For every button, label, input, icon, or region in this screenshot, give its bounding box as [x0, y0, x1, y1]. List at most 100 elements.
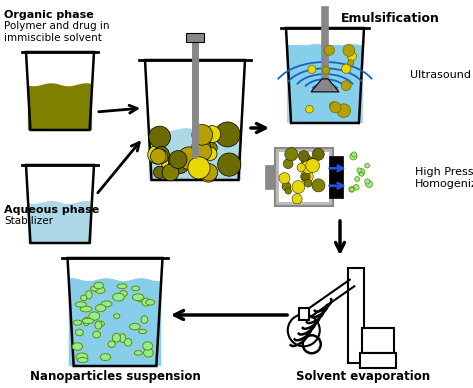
Circle shape [162, 164, 179, 181]
Circle shape [353, 184, 359, 190]
Circle shape [216, 128, 229, 142]
Circle shape [192, 137, 210, 156]
Text: Aqueous phase: Aqueous phase [4, 205, 99, 215]
Bar [329, 156, 342, 198]
Polygon shape [68, 258, 163, 366]
Ellipse shape [95, 321, 102, 329]
Circle shape [285, 188, 291, 194]
Polygon shape [287, 43, 363, 123]
Circle shape [162, 156, 176, 171]
Text: High Pressure
Homogenization: High Pressure Homogenization [415, 167, 473, 189]
Ellipse shape [89, 312, 100, 320]
Polygon shape [26, 52, 94, 130]
Bar [360, 353, 396, 368]
Ellipse shape [96, 305, 106, 312]
Text: Emulsification: Emulsification [341, 12, 439, 25]
Circle shape [150, 149, 166, 164]
Circle shape [365, 163, 369, 168]
Circle shape [169, 151, 187, 168]
Circle shape [301, 160, 315, 174]
Circle shape [153, 166, 166, 178]
Ellipse shape [72, 343, 83, 350]
Bar [265, 165, 275, 189]
Circle shape [350, 153, 357, 160]
Circle shape [347, 52, 357, 61]
Ellipse shape [141, 316, 148, 324]
Ellipse shape [137, 297, 144, 302]
Ellipse shape [134, 351, 142, 355]
Text: Solvent evaporation: Solvent evaporation [296, 370, 430, 383]
Ellipse shape [86, 291, 92, 299]
Circle shape [304, 180, 312, 187]
Ellipse shape [131, 286, 140, 291]
Polygon shape [28, 83, 92, 130]
Circle shape [192, 125, 212, 145]
Circle shape [283, 159, 293, 169]
Circle shape [153, 133, 165, 145]
Circle shape [351, 152, 357, 157]
Text: Nanoparticles suspension: Nanoparticles suspension [30, 370, 201, 383]
Circle shape [308, 66, 316, 73]
Text: Organic phase: Organic phase [4, 10, 94, 20]
Ellipse shape [96, 321, 105, 326]
Bar [186, 33, 204, 42]
Bar [275, 148, 333, 206]
Circle shape [282, 182, 291, 191]
Circle shape [341, 81, 351, 91]
Circle shape [348, 60, 354, 66]
Ellipse shape [73, 320, 82, 325]
Ellipse shape [80, 295, 87, 301]
Ellipse shape [113, 293, 124, 301]
Circle shape [366, 180, 373, 188]
Text: Stabilizer: Stabilizer [4, 216, 53, 226]
Ellipse shape [83, 317, 89, 326]
Bar [348, 268, 364, 363]
Circle shape [312, 148, 324, 160]
Circle shape [207, 142, 217, 153]
Circle shape [355, 177, 359, 182]
Circle shape [168, 152, 190, 174]
Circle shape [337, 104, 350, 118]
Ellipse shape [112, 333, 121, 342]
Ellipse shape [101, 301, 112, 307]
Ellipse shape [130, 323, 140, 330]
Circle shape [330, 102, 341, 113]
Ellipse shape [82, 319, 94, 324]
Ellipse shape [76, 329, 83, 336]
Circle shape [312, 179, 325, 192]
Ellipse shape [117, 284, 127, 289]
Circle shape [148, 145, 166, 164]
Text: Ultrasound: Ultrasound [410, 70, 471, 80]
Circle shape [324, 45, 334, 55]
Circle shape [218, 153, 241, 176]
Circle shape [365, 179, 370, 184]
Polygon shape [26, 165, 94, 243]
Circle shape [301, 172, 310, 181]
Ellipse shape [120, 334, 126, 343]
Polygon shape [311, 79, 339, 92]
Circle shape [153, 146, 169, 163]
Ellipse shape [132, 294, 144, 301]
Circle shape [188, 157, 210, 179]
Polygon shape [145, 60, 245, 180]
Ellipse shape [80, 306, 92, 312]
Ellipse shape [114, 314, 120, 319]
Ellipse shape [146, 300, 155, 305]
Polygon shape [69, 278, 161, 366]
Ellipse shape [143, 342, 153, 350]
Circle shape [329, 102, 337, 110]
Polygon shape [286, 28, 364, 123]
Ellipse shape [78, 357, 88, 362]
Circle shape [279, 173, 290, 184]
Polygon shape [149, 128, 241, 180]
Ellipse shape [124, 338, 132, 346]
Circle shape [201, 164, 218, 181]
Circle shape [342, 64, 351, 73]
Ellipse shape [142, 298, 150, 306]
Circle shape [288, 314, 320, 346]
Bar [279, 152, 329, 202]
Bar [362, 328, 394, 353]
Ellipse shape [108, 341, 115, 347]
Circle shape [301, 170, 313, 183]
Ellipse shape [95, 287, 105, 293]
